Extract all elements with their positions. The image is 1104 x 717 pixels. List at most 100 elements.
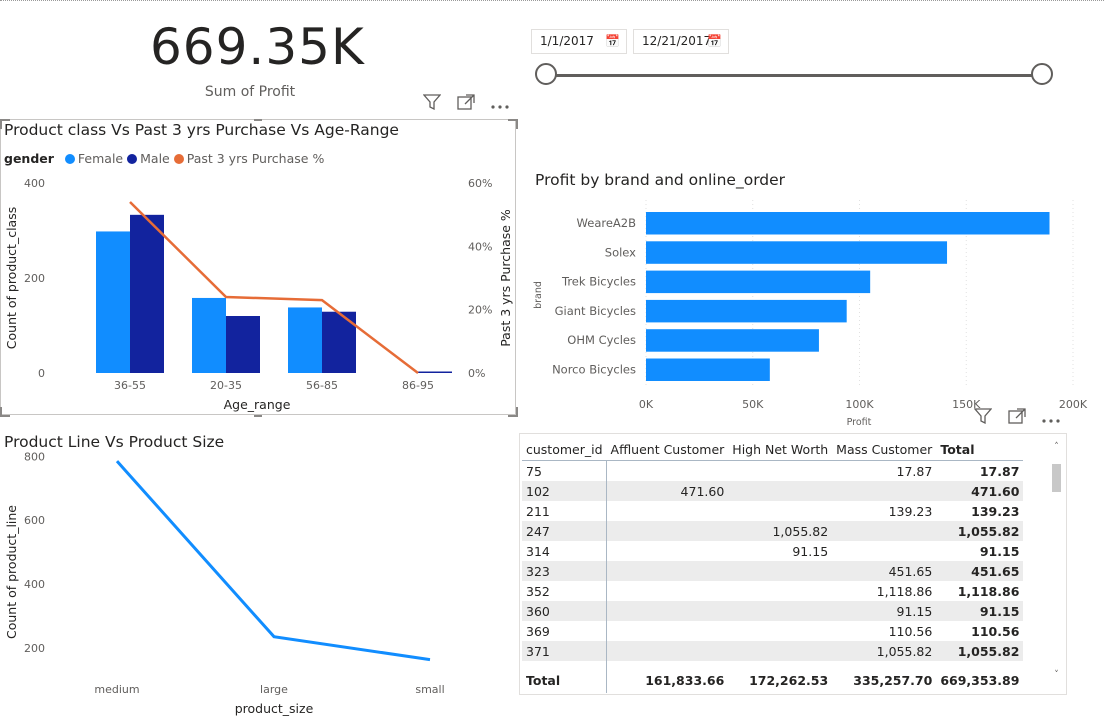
- calendar-icon[interactable]: 📅: [707, 34, 722, 48]
- customer-id-cell: 75: [522, 460, 608, 481]
- customer-id-cell: 102: [522, 481, 608, 501]
- table-row[interactable]: 352 1,118.86 1,118.86: [522, 581, 1023, 601]
- value-cell: [607, 501, 729, 521]
- customer-id-cell: 371: [522, 641, 608, 661]
- y-tick-label: 0: [38, 367, 45, 380]
- customer-id-cell: 314: [522, 541, 608, 561]
- column-header[interactable]: High Net Worth: [728, 438, 833, 461]
- column-header[interactable]: Mass Customer: [832, 438, 937, 461]
- value-cell: 451.65: [936, 561, 1024, 581]
- y-tick-label: 600: [24, 514, 45, 527]
- customer-id-cell: 211: [522, 501, 608, 521]
- x-tick-label: small: [415, 683, 444, 696]
- brand-profit-chart[interactable]: 0K 50K 100K 150K 200K WeareA2B Solex Trek Bicyc…: [520, 195, 1104, 430]
- start-date-value: 1/1/2017: [540, 34, 594, 48]
- product-line-series: [115, 460, 431, 662]
- table-row[interactable]: 102 471.60 471.60: [522, 481, 1024, 501]
- y2-axis-title: Past 3 yrs Purchase %: [498, 209, 513, 347]
- resize-handle[interactable]: [508, 119, 518, 129]
- bar-Norco Bicycles: [646, 358, 770, 381]
- focus-mode-icon[interactable]: [1006, 408, 1028, 428]
- column-header[interactable]: Affluent Customer: [606, 438, 729, 461]
- end-date-input[interactable]: 12/21/2017 📅: [633, 29, 729, 54]
- value-cell: 139.23: [971, 503, 1020, 519]
- scroll-down-icon[interactable]: ˅: [1054, 670, 1059, 680]
- bar-WeareA2B: [646, 212, 1050, 235]
- y-axis-title: brand: [533, 281, 544, 309]
- resize-handle[interactable]: [254, 119, 262, 129]
- visual-header-matrix: [972, 408, 1062, 428]
- y2-tick-label: 20%: [468, 304, 492, 317]
- combo-chart[interactable]: 0 200 400 0% 20% 40% 60% 36-55 20-35 56-85 86-95 Ag…: [0, 170, 516, 415]
- focus-mode-icon[interactable]: [455, 94, 477, 114]
- filter-icon[interactable]: [421, 94, 443, 114]
- y-tick-label: Solex: [605, 245, 636, 259]
- resize-handle[interactable]: [508, 407, 518, 417]
- y2-tick-label: 0%: [468, 367, 485, 380]
- x-tick-label: 200K: [1059, 398, 1088, 411]
- matrix-scrollbar[interactable]: ˄ ˅: [1052, 442, 1061, 680]
- calendar-icon[interactable]: 📅: [605, 34, 620, 48]
- table-row[interactable]: 360 91.15 91.15: [522, 601, 1024, 621]
- more-options-icon[interactable]: [1040, 409, 1062, 428]
- date-range-start-handle[interactable]: [535, 63, 557, 85]
- customer-matrix[interactable]: customer_id Affluent Customer High Net W…: [519, 433, 1067, 695]
- value-cell: [832, 481, 937, 501]
- table-row[interactable]: 371 1,055.82 1,055.82: [522, 641, 1024, 661]
- value-cell: [832, 521, 937, 541]
- value-cell: 1,055.82: [936, 521, 1024, 541]
- column-header[interactable]: customer_id: [522, 438, 607, 461]
- value-cell: [728, 481, 833, 501]
- bar-Solex: [646, 241, 948, 264]
- value-cell: [728, 601, 833, 621]
- customer-id-cell: Total: [522, 661, 608, 693]
- scroll-up-icon[interactable]: ˄: [1054, 442, 1059, 452]
- y-tick-label: 800: [24, 450, 45, 463]
- value-cell: 669,353.89: [940, 672, 1020, 688]
- filter-icon[interactable]: [972, 408, 994, 428]
- bar-male-20-35: [226, 316, 260, 373]
- legend-female-dot: [64, 153, 75, 164]
- value-cell: [606, 641, 729, 661]
- date-range-end-handle[interactable]: [1031, 63, 1053, 85]
- resize-handle[interactable]: [254, 407, 262, 417]
- scroll-thumb[interactable]: [1052, 464, 1061, 492]
- customer-id-cell: 323: [522, 561, 608, 581]
- table-row[interactable]: 314 91.15 91.15: [522, 541, 1023, 561]
- legend-purchase-dot: [173, 153, 184, 164]
- column-header[interactable]: Total: [936, 438, 1024, 461]
- table-row[interactable]: 247 1,055.82 1,055.82: [522, 521, 1024, 541]
- start-date-input[interactable]: 1/1/2017 📅: [531, 29, 627, 54]
- value-cell: [728, 461, 832, 482]
- value-cell: 110.56: [971, 623, 1020, 639]
- customer-id-cell: 360: [522, 601, 608, 621]
- x-tick-label: 0K: [639, 398, 654, 411]
- y-tick-label: 200: [24, 272, 45, 285]
- table-row[interactable]: 211 139.23 139.23: [522, 501, 1023, 521]
- legend-female-label[interactable]: Female: [77, 151, 124, 166]
- value-cell: 335,257.70: [853, 672, 933, 688]
- total-row[interactable]: Total 161,833.66 172,262.53 335,257.70 669,3…: [522, 661, 1023, 693]
- canvas-top-border: [0, 0, 1104, 1]
- legend-purchase-label[interactable]: Past 3 yrs Purchase %: [186, 151, 325, 166]
- date-range-track[interactable]: [546, 74, 1042, 77]
- x-tick-label: 56-85: [306, 379, 338, 392]
- y2-tick-label: 40%: [468, 240, 492, 253]
- table-row[interactable]: 323 451.65 451.65: [522, 561, 1024, 581]
- more-options-icon[interactable]: [489, 95, 511, 114]
- table-row[interactable]: 369 110.56 110.56: [522, 621, 1023, 641]
- table-row[interactable]: 75 17.87 17.87: [522, 460, 1023, 482]
- x-tick-label: 150K: [952, 398, 981, 411]
- y-tick-label: 200: [24, 642, 45, 655]
- resize-handle[interactable]: [0, 119, 10, 129]
- value-cell: 471.60: [606, 481, 729, 501]
- combo-chart-legend: gender Female Male Past 3 yrs Purchase %: [4, 151, 324, 166]
- resize-handle[interactable]: [0, 407, 10, 417]
- y-axis-title: Count of product_class: [4, 207, 19, 349]
- product-line-chart[interactable]: 200 400 600 800 medium large small product_size…: [0, 450, 500, 717]
- y-axis-title: Count of product_line: [4, 505, 19, 639]
- legend-male-label[interactable]: Male: [140, 151, 170, 166]
- value-cell: 91.15: [792, 543, 829, 559]
- value-cell: 1,118.86: [957, 583, 1020, 599]
- value-cell: 110.56: [888, 623, 933, 639]
